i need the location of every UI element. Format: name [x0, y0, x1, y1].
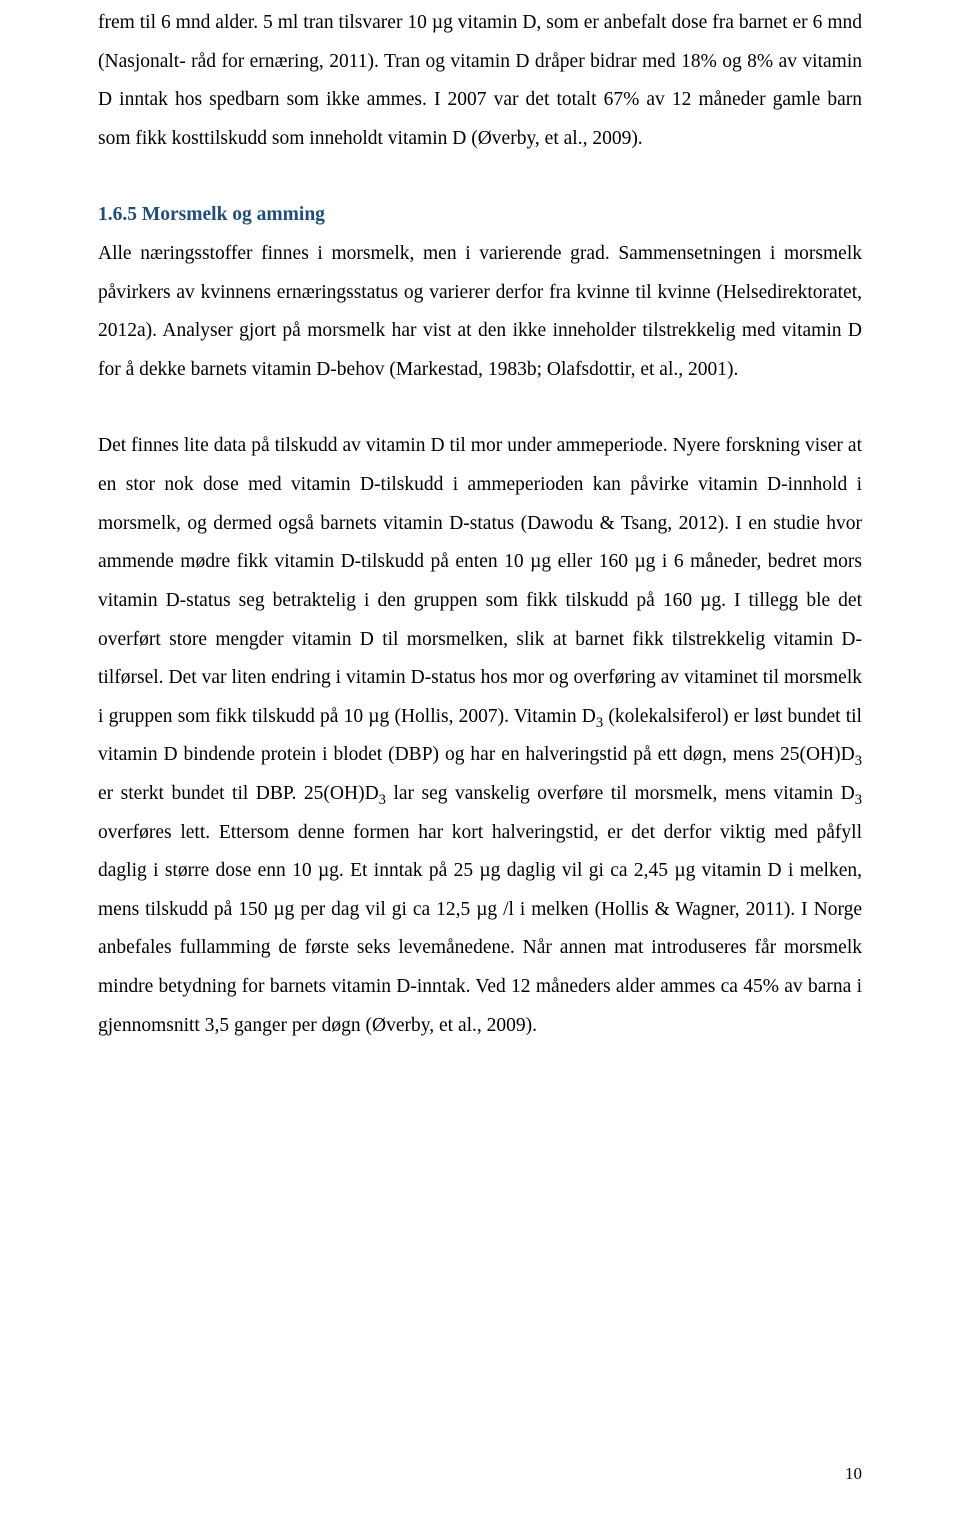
- p3-part-d: lar seg vanskelig overføre til morsmelk,…: [386, 783, 855, 804]
- p3-part-a: Det finnes lite data på tilskudd av vita…: [98, 435, 862, 726]
- subscript-3-4: 3: [855, 792, 862, 808]
- paragraph-1: frem til 6 mnd alder. 5 ml tran tilsvare…: [98, 4, 862, 158]
- subscript-3-3: 3: [379, 792, 386, 808]
- paragraph-3: Det finnes lite data på tilskudd av vita…: [98, 427, 862, 1045]
- p3-part-c: er sterkt bundet til DBP. 25(OH)D: [98, 783, 379, 804]
- paragraph-2-text: Alle næringsstoffer finnes i morsmelk, m…: [98, 243, 862, 380]
- p3-part-e: overføres lett. Ettersom denne formen ha…: [98, 822, 862, 1036]
- paragraph-2-with-heading: 1.6.5 Morsmelk og amming Alle næringssto…: [98, 196, 862, 389]
- subscript-3-2: 3: [855, 753, 862, 769]
- document-page: frem til 6 mnd alder. 5 ml tran tilsvare…: [0, 0, 960, 1514]
- page-number: 10: [845, 1464, 862, 1484]
- section-heading: 1.6.5 Morsmelk og amming: [98, 204, 325, 225]
- section: 1.6.5 Morsmelk og amming Alle næringssto…: [98, 196, 862, 389]
